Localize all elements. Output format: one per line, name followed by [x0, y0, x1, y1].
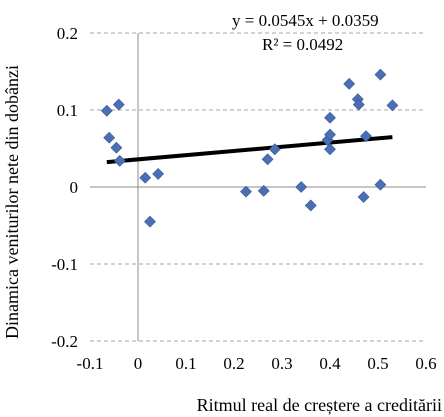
- data-point: [268, 143, 281, 156]
- data-point: [304, 199, 317, 212]
- trendline-r-squared: R² = 0.0492: [262, 35, 343, 54]
- data-point: [386, 99, 399, 112]
- x-tick-label: 0.3: [271, 354, 292, 373]
- y-tick-label: 0: [70, 178, 79, 197]
- y-tick-label: -0.1: [51, 255, 78, 274]
- trendline-group: [106, 135, 393, 165]
- data-points: [100, 68, 399, 228]
- data-point: [257, 184, 270, 197]
- data-point: [352, 98, 365, 111]
- y-tick-labels: 0.2 0.1 0 -0.1 -0.2: [51, 24, 78, 351]
- data-point: [324, 111, 336, 124]
- data-point: [100, 104, 113, 117]
- data-point: [152, 167, 165, 180]
- data-point: [357, 191, 370, 203]
- gridlines: [90, 32, 426, 342]
- trendline-equation: y = 0.0545x + 0.0359: [232, 11, 379, 30]
- x-tick-label: 0.4: [319, 354, 341, 373]
- data-point: [139, 171, 152, 184]
- data-point: [113, 154, 126, 167]
- data-point: [343, 77, 356, 90]
- data-point: [360, 130, 372, 143]
- trendline: [106, 135, 393, 165]
- data-point: [374, 178, 387, 191]
- x-tick-label: -0.1: [77, 354, 104, 373]
- data-point: [295, 181, 308, 193]
- data-point: [112, 98, 125, 111]
- data-point: [324, 128, 336, 141]
- axes: [90, 33, 426, 341]
- data-point: [240, 185, 252, 198]
- x-tick-label: 0.1: [175, 354, 196, 373]
- data-point: [144, 215, 156, 228]
- x-tick-label: 0: [134, 354, 143, 373]
- x-axis-title: Ritmul real de creștere a creditării: [197, 395, 442, 415]
- data-point: [261, 153, 274, 166]
- data-point: [110, 141, 123, 154]
- x-tick-labels: -0.1 0 0.1 0.2 0.3 0.4 0.5 0.6: [77, 354, 437, 373]
- data-point: [103, 131, 116, 144]
- data-point: [324, 143, 336, 156]
- x-tick-label: 0.5: [367, 354, 388, 373]
- y-tick-label: 0.1: [57, 101, 78, 120]
- data-point: [374, 68, 387, 81]
- x-tick-label: 0.2: [223, 354, 244, 373]
- y-tick-label: -0.2: [51, 332, 78, 351]
- x-tick-label: 0.6: [415, 354, 436, 373]
- y-tick-label: 0.2: [57, 24, 78, 43]
- y-axis-title: Dinamica veniturilor nete din dobânzi: [2, 65, 22, 339]
